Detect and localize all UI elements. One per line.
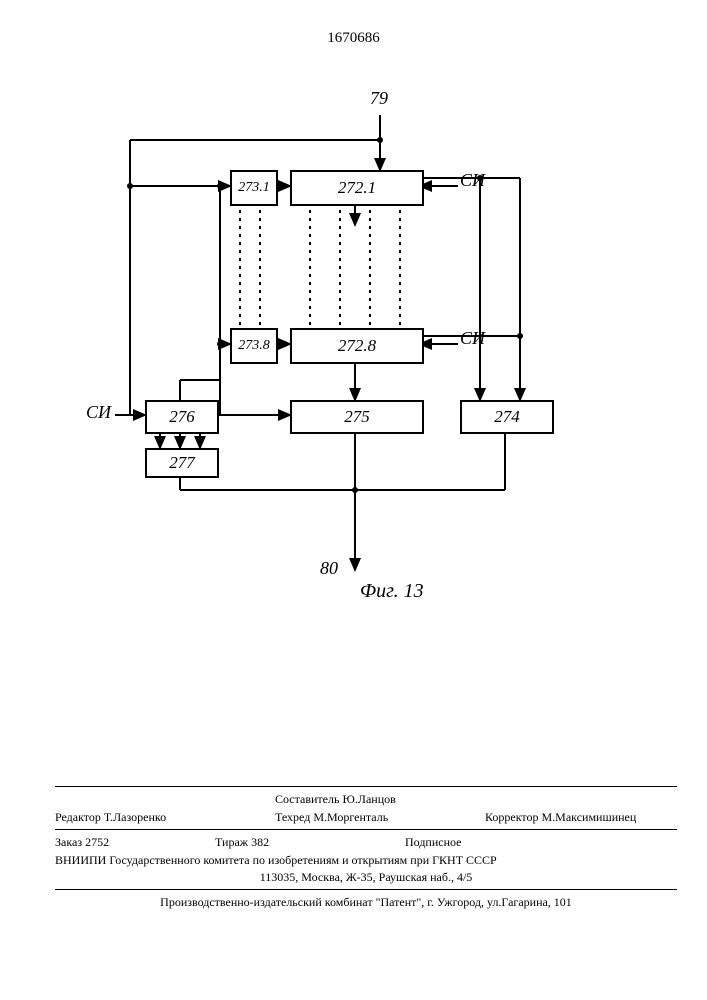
ci-label-1: СИ	[460, 170, 485, 191]
block-276: 276	[145, 400, 219, 434]
editor-label: Редактор	[55, 810, 101, 824]
block-275: 275	[290, 400, 424, 434]
tirage-num: 382	[251, 835, 269, 849]
corrector-name: М.Максимишинец	[542, 810, 637, 824]
order-label: Заказ	[55, 835, 82, 849]
subscription: Подписное	[405, 835, 462, 849]
corrector-label: Корректор	[485, 810, 539, 824]
block-274: 274	[460, 400, 554, 434]
ci-label-2: СИ	[460, 328, 485, 349]
techred-label: Техред	[275, 810, 310, 824]
block-272-8: 272.8	[290, 328, 424, 364]
output-label-80: 80	[320, 558, 338, 579]
address2: Производственно-издательский комбинат "П…	[55, 894, 677, 910]
block-273-1: 273.1	[230, 170, 278, 206]
address1: 113035, Москва, Ж-35, Раушская наб., 4/5	[55, 869, 677, 885]
block-272-1: 272.1	[290, 170, 424, 206]
order-num: 2752	[85, 835, 109, 849]
org-line: ВНИИПИ Государственного комитета по изоб…	[55, 852, 677, 868]
tirage-label: Тираж	[215, 835, 248, 849]
techred-name: М.Моргенталь	[313, 810, 388, 824]
block-diagram: 79 273.1 272.1 273.8 272.8 276 277 275 2…	[80, 70, 620, 630]
block-273-8: 273.8	[230, 328, 278, 364]
page-number: 1670686	[327, 30, 380, 47]
compiler-label: Составитель	[275, 792, 339, 806]
editor-name: Т.Лазоренко	[104, 810, 166, 824]
input-label-79: 79	[370, 88, 388, 109]
ci-label-3: СИ	[86, 402, 111, 423]
compiler-name: Ю.Ланцов	[342, 792, 395, 806]
footer-block: Составитель Ю.Ланцов Редактор Т.Лазоренк…	[55, 782, 677, 910]
figure-caption: Фиг. 13	[360, 580, 424, 603]
block-277: 277	[145, 448, 219, 478]
